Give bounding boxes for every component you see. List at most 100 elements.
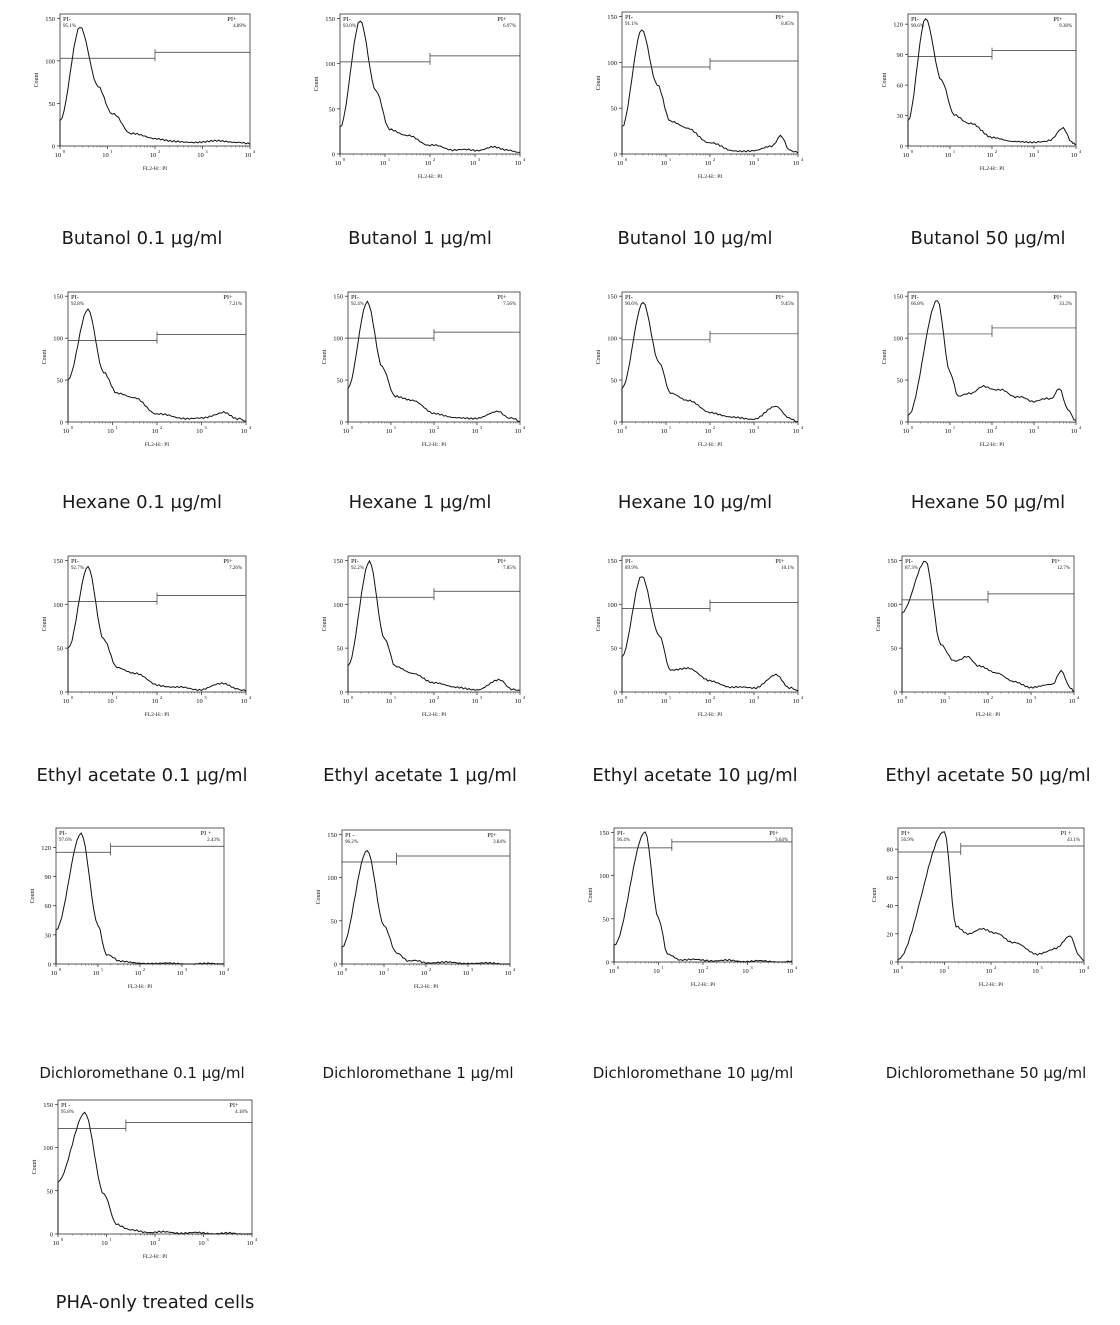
plot-frame bbox=[347, 291, 521, 423]
x-tick-base: 10 bbox=[983, 698, 990, 705]
x-tick-exponent: 2 bbox=[994, 965, 996, 970]
x-axis-label: FL2-H:: PI bbox=[143, 166, 167, 172]
x-tick-label: 100 bbox=[893, 965, 904, 975]
x-tick-exponent: 1 bbox=[115, 695, 117, 700]
x-tick-label: 101 bbox=[107, 425, 117, 435]
x-tick-base: 10 bbox=[945, 428, 952, 435]
x-tick-label: 104 bbox=[1071, 425, 1082, 435]
x-tick-label: 104 bbox=[1079, 965, 1090, 975]
x-tick-label: 103 bbox=[1029, 425, 1040, 435]
x-tick-label: 101 bbox=[661, 425, 671, 435]
x-tick-exponent: 0 bbox=[911, 425, 914, 430]
x-tick-exponent: 1 bbox=[388, 157, 390, 162]
gate-right-percent: 9.45% bbox=[781, 302, 794, 307]
x-axis-label: FL2-H:: PI bbox=[979, 982, 1003, 988]
y-axis-label: Count bbox=[34, 72, 40, 87]
x-tick-base: 10 bbox=[617, 160, 624, 167]
x-tick-exponent: 3 bbox=[1034, 695, 1037, 700]
histogram-line bbox=[55, 832, 225, 965]
x-axis-label: FL2-H:: PI bbox=[422, 712, 446, 718]
x-tick-exponent: 3 bbox=[1040, 965, 1043, 970]
gate-left-percent: 89.9% bbox=[625, 566, 638, 571]
histogram-panel: 0 50 100 150 Count 10 0 10 1 10 2 10 3 10 4 FL2-H:: PI P… bbox=[596, 555, 804, 732]
gate-right-percent: 6.97% bbox=[503, 24, 516, 29]
gate-left-percent: 66.8% bbox=[911, 302, 924, 307]
x-tick-label: 100 bbox=[63, 425, 74, 435]
x-tick-label: 102 bbox=[429, 425, 439, 435]
x-axis-label: FL2-H:: PI bbox=[698, 174, 722, 180]
gate-right-label: PI+ bbox=[1053, 294, 1063, 301]
y-tick-label: 60 bbox=[45, 903, 52, 910]
x-tick-label: 104 bbox=[515, 425, 526, 435]
x-tick-label: 103 bbox=[470, 157, 481, 167]
x-tick-exponent: 3 bbox=[204, 695, 207, 700]
x-tick-base: 10 bbox=[197, 152, 204, 159]
gate-left-label: PI- bbox=[71, 558, 79, 565]
y-tick-label: 0 bbox=[894, 690, 897, 697]
x-tick-base: 10 bbox=[609, 968, 616, 975]
x-axis-label: FL2-H:: PI bbox=[980, 442, 1004, 448]
gate-left-label: PI- bbox=[905, 558, 913, 565]
x-tick-base: 10 bbox=[343, 698, 350, 705]
x-tick-exponent: 2 bbox=[713, 425, 715, 430]
x-tick-base: 10 bbox=[472, 698, 479, 705]
gate-left-label: PI- bbox=[71, 294, 79, 301]
y-tick-label: 50 bbox=[331, 918, 338, 925]
x-tick-exponent: 2 bbox=[991, 695, 993, 700]
x-tick-label: 101 bbox=[945, 425, 955, 435]
gate-right-percent: 7.56% bbox=[503, 302, 516, 307]
x-tick-exponent: 2 bbox=[995, 425, 997, 430]
x-tick-base: 10 bbox=[749, 160, 756, 167]
x-tick-exponent: 3 bbox=[757, 157, 760, 162]
x-tick-exponent: 4 bbox=[1079, 149, 1082, 154]
x-axis-label: FL2-H:: PI bbox=[145, 712, 169, 718]
histogram-line bbox=[57, 1111, 253, 1235]
y-tick-label: 50 bbox=[337, 378, 344, 385]
y-tick-label: 0 bbox=[334, 962, 337, 969]
histogram-line bbox=[907, 18, 1077, 146]
x-tick-label: 100 bbox=[63, 695, 74, 705]
x-tick-label: 100 bbox=[617, 425, 628, 435]
gate-left-label: PI- bbox=[617, 830, 625, 837]
histogram-panel: 0 50 100 150 Count 10 0 10 1 10 2 10 3 10 4 FL2-H:: PI P… bbox=[322, 555, 526, 732]
x-tick-base: 10 bbox=[63, 698, 70, 705]
histogram-line bbox=[347, 300, 521, 422]
histogram-panel: 0 50 100 150 Count 10 0 10 1 10 2 10 3 10 4 FL2-H:: PI P… bbox=[596, 11, 804, 194]
y-axis-label: Count bbox=[596, 75, 602, 90]
gate-left-label: PI- bbox=[343, 16, 351, 23]
plot-frame bbox=[897, 827, 1085, 963]
x-tick-label: 102 bbox=[135, 967, 145, 977]
plot-frame bbox=[907, 13, 1077, 147]
x-tick-exponent: 4 bbox=[253, 149, 256, 154]
gate-right-label: PI + bbox=[1060, 830, 1071, 837]
y-axis-label: Count bbox=[314, 76, 320, 91]
x-tick-exponent: 1 bbox=[109, 1237, 111, 1242]
x-tick-base: 10 bbox=[903, 152, 910, 159]
y-tick-label: 60 bbox=[887, 875, 894, 882]
plot-frame bbox=[621, 11, 799, 155]
x-tick-exponent: 2 bbox=[160, 425, 162, 430]
x-tick-label: 103 bbox=[1032, 965, 1043, 975]
panel-caption: Dichloromethane 1 µg/ml bbox=[322, 1064, 514, 1082]
x-tick-label: 102 bbox=[698, 965, 708, 975]
y-tick-label: 0 bbox=[890, 960, 893, 967]
x-tick-exponent: 3 bbox=[480, 695, 483, 700]
histogram-panel: 0 50 100 150 Count 10 0 10 1 10 2 10 3 10 4 FL2-H:: PI P… bbox=[42, 555, 252, 732]
x-tick-label: 103 bbox=[196, 695, 207, 705]
x-tick-base: 10 bbox=[386, 428, 393, 435]
histogram-panel: 0 30 60 90 120 Count 10 0 10 1 10 2 10 3 10 4 FL2-H:: PI… bbox=[882, 13, 1082, 186]
x-tick-label: 102 bbox=[705, 695, 715, 705]
gate-right-percent: 3.84% bbox=[493, 840, 506, 845]
x-tick-label: 101 bbox=[386, 695, 396, 705]
x-tick-base: 10 bbox=[93, 970, 100, 977]
plot-frame bbox=[55, 827, 225, 965]
gate-right-percent: 10.1% bbox=[781, 566, 794, 571]
x-axis-label: FL2-H:: PI bbox=[691, 982, 715, 988]
histogram-panel: 0 50 100 150 Count 10 0 10 1 10 2 10 3 10 4 FL2-H:: PI P… bbox=[34, 13, 256, 186]
x-tick-base: 10 bbox=[429, 428, 436, 435]
x-tick-label: 102 bbox=[987, 149, 997, 159]
gate-right-label: PI+ bbox=[775, 558, 785, 565]
plot-frame bbox=[621, 555, 799, 693]
x-tick-base: 10 bbox=[705, 428, 712, 435]
y-tick-label: 100 bbox=[599, 873, 609, 880]
